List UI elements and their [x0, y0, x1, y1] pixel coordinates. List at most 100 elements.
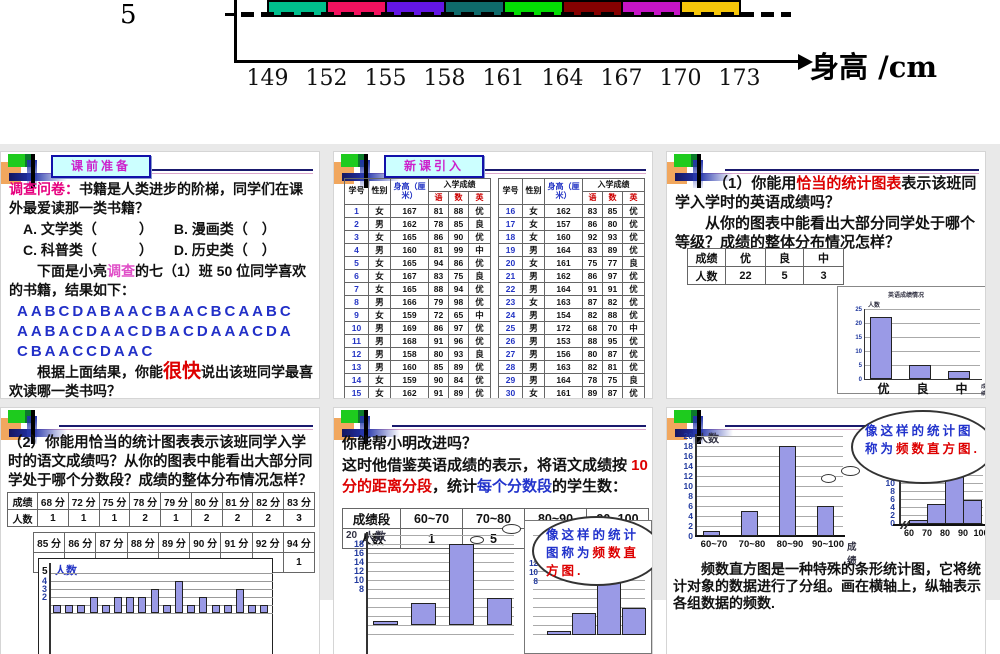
table-cell: 68 — [582, 321, 603, 335]
table-cell: 78 — [582, 373, 603, 387]
table-cell: 85 — [602, 204, 623, 218]
y-tick-label: 12 — [683, 471, 693, 481]
table-cell: 163 — [544, 295, 583, 309]
table-cell: 女 — [522, 230, 545, 244]
y-tick-label: 4 — [688, 511, 693, 521]
table-cell: 90 分 — [189, 532, 222, 553]
table-cell: 3 — [283, 509, 315, 527]
table-cell: 153 — [544, 334, 583, 348]
english-grade-bar-chart: 英语成绩情况 人数 25 20 15 10 5 0 优 良 中 成绩 — [837, 286, 985, 397]
bar — [547, 630, 571, 635]
reference-dashed-line — [241, 12, 791, 17]
table-cell: 83 分 — [283, 492, 315, 510]
table-cell: 154 — [544, 308, 583, 322]
table-cell: 成绩 — [687, 248, 726, 267]
segment-highlight-red: 10 分的距离分段 — [342, 457, 648, 495]
y-tick-label: 14 — [683, 461, 693, 471]
table-cell: 92 — [582, 230, 603, 244]
q1b-text: 从你的图表中能看出大部分同学处于哪个等级？成绩的整体分布情况怎样？ — [675, 215, 976, 251]
table-cell: 93 — [602, 230, 623, 244]
table-row: 6 女 167 83 75 良 — [344, 269, 491, 283]
table-cell: 90 — [428, 373, 449, 387]
table-cell: 78 分 — [129, 492, 162, 510]
table-row: 26 男 153 88 95 优 — [498, 334, 645, 348]
option-line-ab: A. 文学类（ ） B. 漫画类（ ） — [9, 221, 276, 237]
y-top-tick: 5 — [42, 566, 48, 577]
x-tick-labels: 优良中 — [864, 380, 984, 397]
bar — [101, 605, 110, 613]
col-header-english: 英 — [468, 191, 491, 205]
table-cell: 优 — [622, 230, 645, 244]
table-cell: 99 — [448, 243, 469, 257]
col-header-entry-scores: 入学成绩 — [582, 178, 645, 192]
x-tick-label: 167 — [600, 66, 643, 91]
y-tick-label: 8 — [688, 491, 693, 501]
table-cell: 优 — [622, 282, 645, 296]
header-rule-pink — [677, 429, 979, 430]
table-row: 4 男 160 81 99 中 — [344, 243, 491, 257]
table-cell: 82 — [582, 360, 603, 374]
table-cell: 良 — [622, 373, 645, 387]
question-1-text: （1）你能用恰当的统计图表表示该班同学入学时的英语成绩吗？ — [675, 174, 981, 214]
bar — [909, 365, 931, 379]
y-tick-label: 20 — [683, 431, 693, 441]
slide-thumbnail-5[interactable]: 你能帮小明改进吗？ 这时他借鉴英语成绩的表示，将语文成绩按 10 分的距离分段，… — [334, 408, 652, 654]
y-tick-label: 4 — [890, 502, 895, 512]
header-rule — [725, 169, 979, 171]
table-cell: 80 — [582, 347, 603, 361]
table-cell: 20 — [498, 256, 523, 270]
segment-highlight-blue: 每个分数段 — [477, 478, 553, 495]
callout-term: 频数直方图. — [546, 546, 640, 578]
segment-end: 的学生数： — [552, 478, 628, 495]
table-cell: 91 — [428, 386, 449, 398]
table-cell: 优 — [468, 373, 491, 387]
table-cell: 26 — [498, 334, 523, 348]
x-tick-label: 80~90 — [776, 539, 804, 550]
slide-thumbnail-4[interactable]: （2）你能用恰当的统计图表表示该班同学入学时的语文成绩吗？从你的图表中能看出大部… — [1, 408, 319, 654]
bar — [77, 605, 86, 613]
bars — [695, 436, 845, 536]
table-cell: 22 — [725, 266, 766, 285]
table-cell: 优 — [622, 386, 645, 398]
table-cell: 86 — [582, 217, 603, 231]
table-row: 29 男 164 78 75 良 — [498, 373, 645, 387]
table-cell: 82 分 — [252, 492, 285, 510]
table-cell: 161 — [544, 256, 583, 270]
survey-result-letters-2: AABACDAACDBACDAAACDA — [17, 323, 294, 340]
table-cell: 12 — [344, 347, 369, 361]
table-cell: 男 — [368, 334, 391, 348]
slide-thumbnail-3[interactable]: （1）你能用恰当的统计图表表示该班同学入学时的英语成绩吗？ 从你的图表中能看出大… — [667, 152, 985, 398]
quickly-word: 很快 — [163, 361, 202, 382]
x-tick-label: 良 — [916, 382, 929, 396]
y-tick-label: 20 — [855, 321, 862, 327]
table-cell: 女 — [368, 282, 391, 296]
y-tick-label: 3 — [41, 584, 47, 594]
slide-thumbnail-2[interactable]: 新课引入 学号 性别 身高（厘米） 入学成绩 语 数 英 1 女 167 81 88 优 2… — [334, 152, 652, 398]
bar — [449, 544, 474, 625]
table-cell: 89 — [602, 243, 623, 257]
table-cell: 72 — [428, 308, 449, 322]
table-cell: 157 — [544, 217, 583, 231]
table-cell: 女 — [522, 386, 545, 398]
table-cell: 1 — [344, 204, 369, 218]
slide-thumbnail-1[interactable]: 课前准备 调查问卷：书籍是人类进步的阶梯，同学们在课外最爱读那一类书籍？ A. … — [1, 152, 319, 398]
table-cell: 2 — [252, 509, 285, 527]
table-row: 14 女 159 90 84 优 — [344, 373, 491, 387]
table-cell: 88 — [448, 204, 469, 218]
table-cell: 162 — [390, 217, 429, 231]
table-cell: 91 — [602, 282, 623, 296]
col-header-gender: 性别 — [368, 178, 391, 205]
y-tick-label: 16 — [353, 548, 364, 558]
table-cell: 91 — [582, 282, 603, 296]
table-cell: 89 分 — [157, 532, 191, 553]
table-cell: 160 — [390, 243, 429, 257]
slide-corner-decoration-icon — [334, 410, 404, 446]
y-axis-line — [366, 532, 368, 654]
table-cell: 优 — [468, 360, 491, 374]
table-cell: 160 — [544, 230, 583, 244]
table-cell: 94 — [428, 256, 449, 270]
y-tick-label: 10 — [683, 481, 693, 491]
